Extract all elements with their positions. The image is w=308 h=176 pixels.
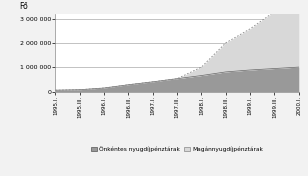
Y-axis label: Fő: Fő [19,2,28,11]
Legend: Önkéntes nyugdíjpénztárak, Magánnyugdíjpénztárak: Önkéntes nyugdíjpénztárak, Magánnyugdíjp… [91,146,263,152]
